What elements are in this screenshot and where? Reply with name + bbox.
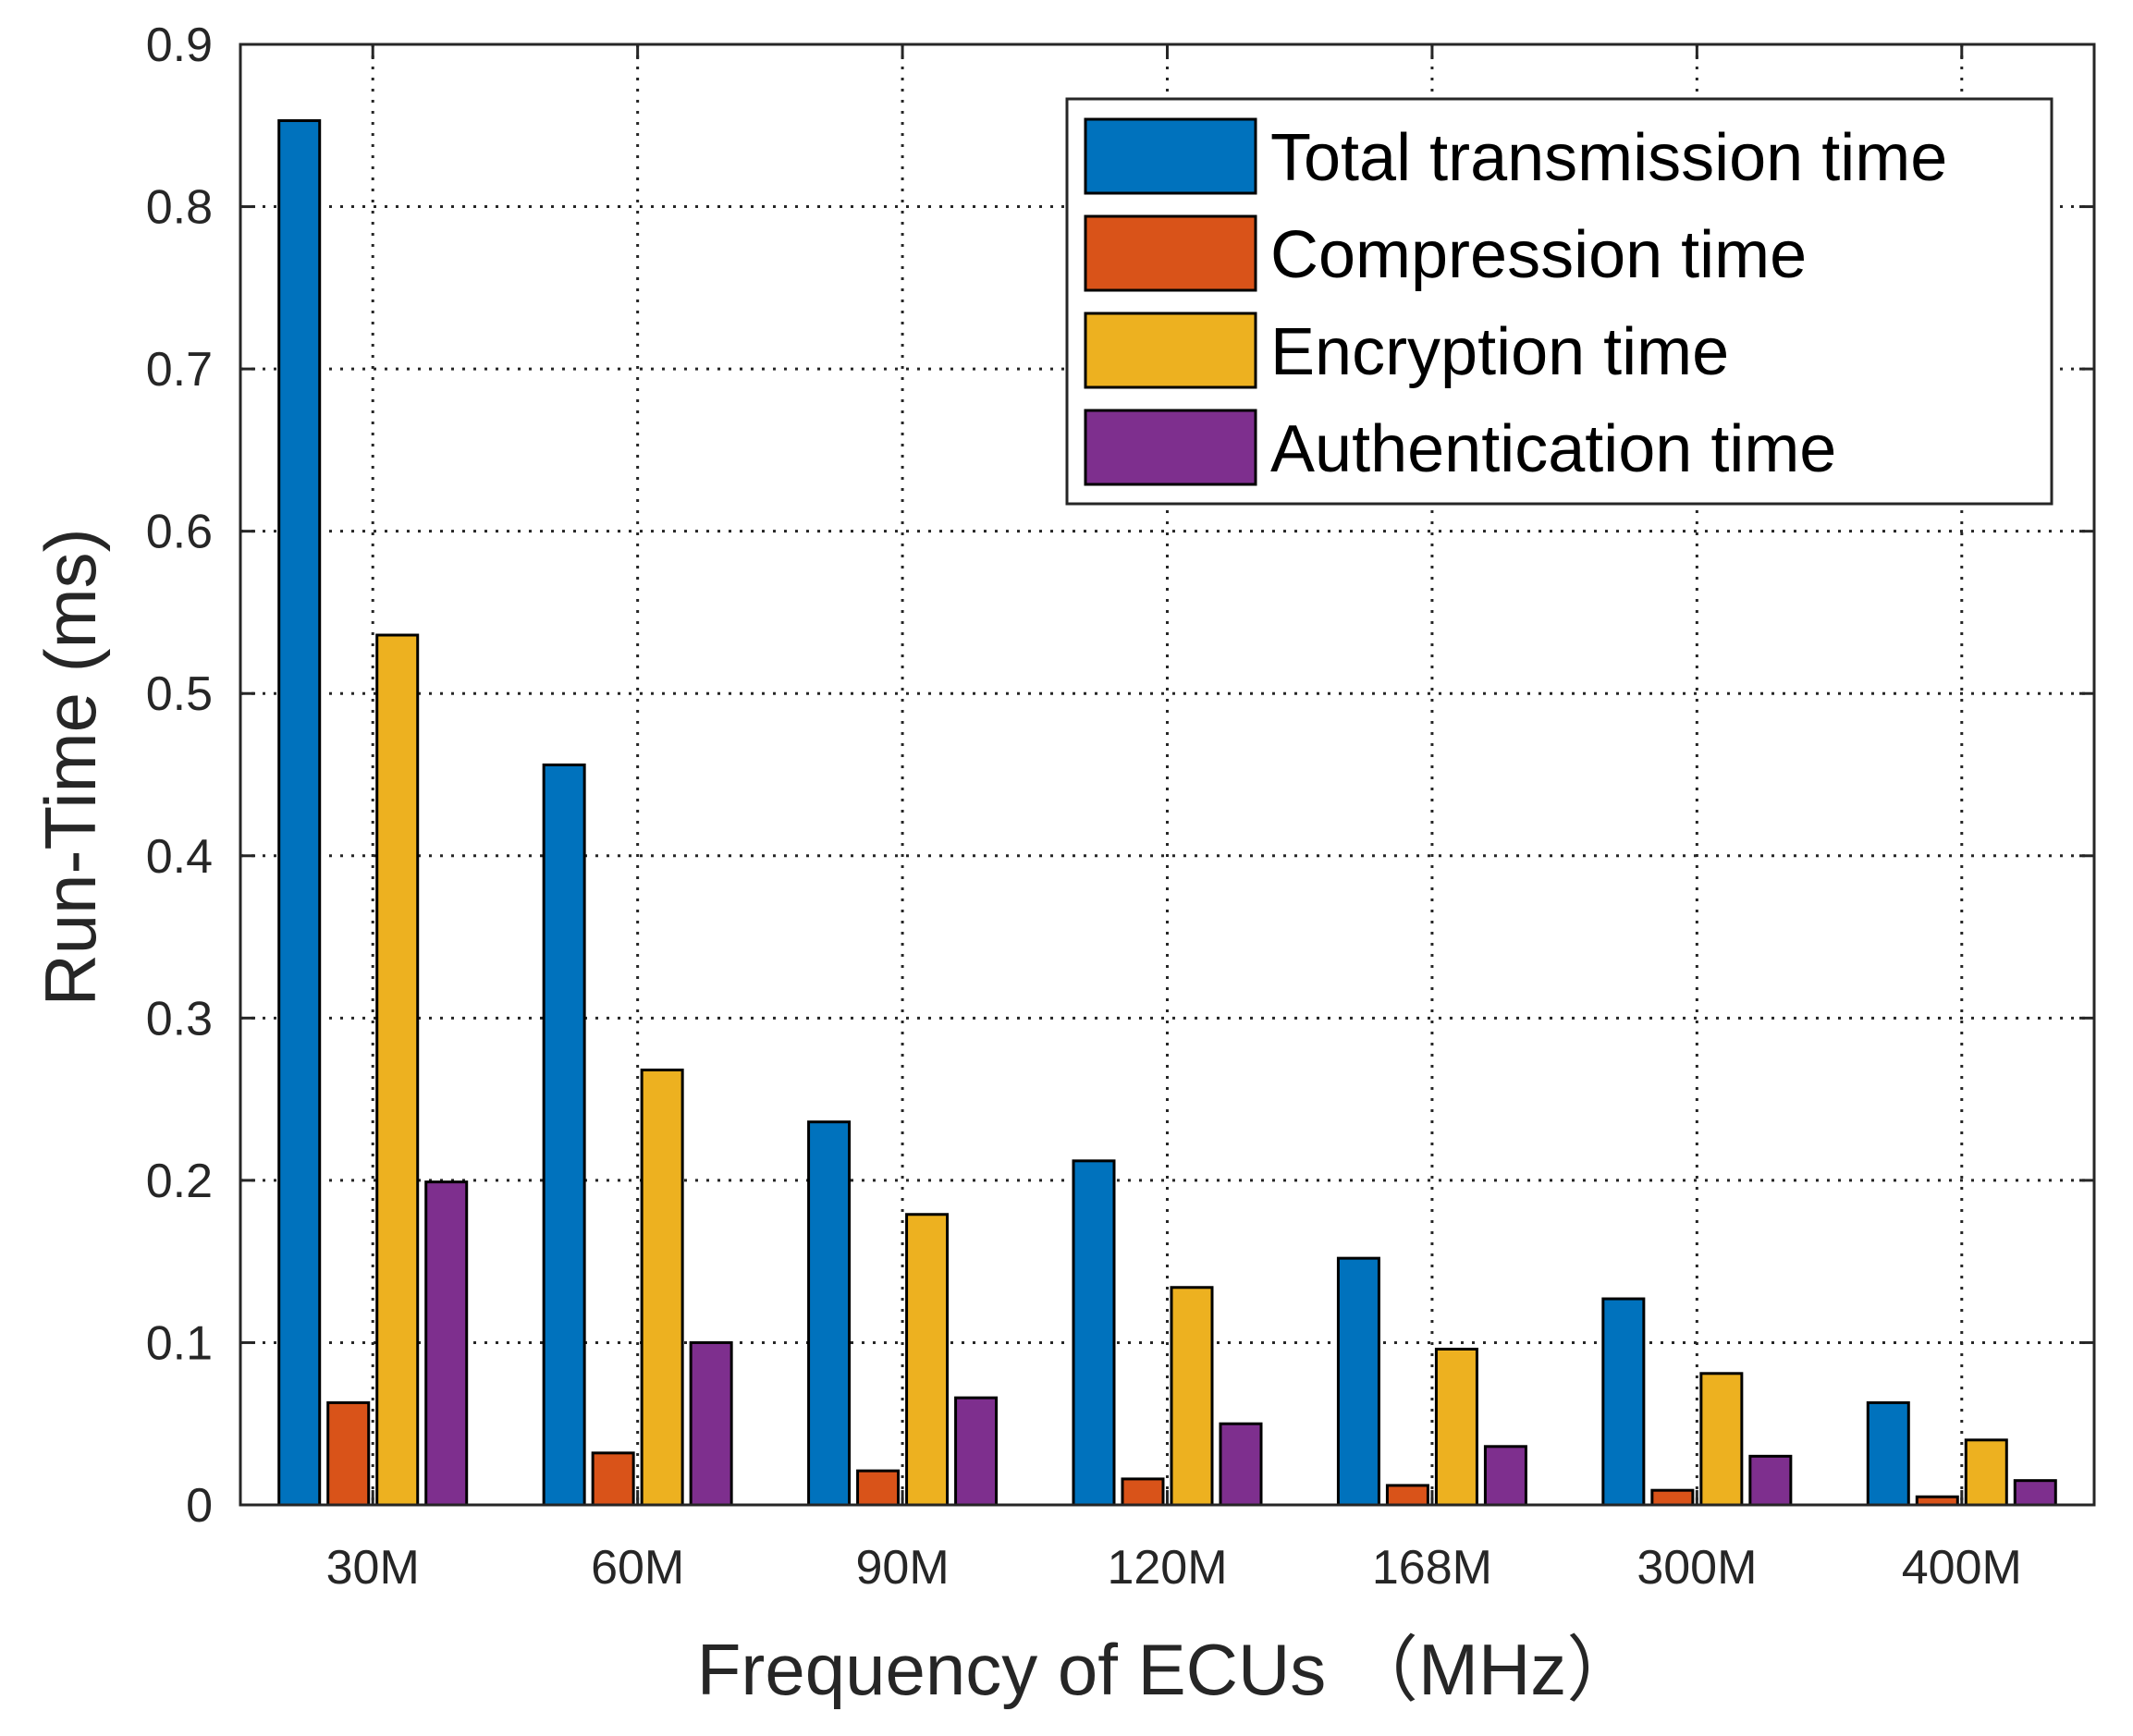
bar-compression-time-90M (856, 1469, 901, 1507)
bar-authentication-time-30M (424, 1180, 469, 1507)
bar-encryption-time-120M (1170, 1286, 1214, 1507)
y-tick-label: 0.7 (146, 343, 213, 397)
y-tick-label: 0.5 (146, 667, 213, 721)
x-tick-label: 400M (1902, 1541, 2022, 1595)
bar-authentication-time-120M (1219, 1422, 1263, 1507)
legend-label: Compression time (1270, 218, 1807, 292)
bar-compression-time-60M (591, 1451, 635, 1507)
bar-authentication-time-168M (1483, 1445, 1527, 1507)
bar-authentication-time-60M (689, 1340, 733, 1507)
bar-total-transmission-time-168M (1336, 1256, 1380, 1507)
legend-swatch (1084, 312, 1257, 389)
legend-swatch (1084, 409, 1257, 486)
y-tick-label: 0.1 (146, 1316, 213, 1370)
y-tick-label: 0.2 (146, 1155, 213, 1208)
legend-swatch (1084, 214, 1257, 292)
legend-label: Total transmission time (1270, 121, 1947, 195)
bar-compression-time-300M (1650, 1488, 1695, 1507)
x-tick-label: 90M (855, 1541, 949, 1595)
bar-total-transmission-time-90M (807, 1120, 852, 1507)
legend: Total transmission time Compression time E… (1065, 97, 2053, 506)
y-axis-title: Run-Time (ms) (30, 528, 111, 1006)
bar-authentication-time-90M (954, 1396, 999, 1507)
legend-label: Authentication time (1270, 412, 1836, 486)
y-tick-label: 0 (186, 1479, 213, 1533)
bar-encryption-time-400M (1964, 1438, 2008, 1507)
x-axis-title: Frequency of ECUs （MHz） (697, 1629, 1639, 1710)
y-axis-ticks: 0 0.1 0.2 0.3 0.4 0.5 0.6 0.7 0.8 0.9 (146, 18, 2094, 1533)
bar-authentication-time-300M (1748, 1454, 1793, 1507)
x-tick-label: 168M (1372, 1541, 1492, 1595)
y-tick-label: 0.6 (146, 506, 213, 559)
legend-label: Encryption time (1270, 315, 1729, 389)
bar-encryption-time-300M (1699, 1372, 1744, 1507)
bar-compression-time-168M (1385, 1484, 1429, 1507)
x-tick-label: 30M (326, 1541, 420, 1595)
bar-total-transmission-time-60M (542, 763, 586, 1507)
legend-swatch (1084, 117, 1257, 195)
x-tick-label: 300M (1637, 1541, 1757, 1595)
bar-compression-time-120M (1121, 1477, 1165, 1507)
bar-encryption-time-90M (905, 1213, 950, 1507)
bar-encryption-time-168M (1434, 1347, 1478, 1507)
bars (277, 119, 2057, 1507)
y-tick-label: 0.3 (146, 992, 213, 1045)
bar-total-transmission-time-120M (1072, 1159, 1116, 1507)
bar-total-transmission-time-400M (1866, 1400, 1910, 1507)
bar-total-transmission-time-30M (277, 119, 322, 1507)
x-axis-ticks: 30M 60M 90M 120M 168M 300M 400M (326, 44, 2022, 1595)
bar-encryption-time-30M (375, 633, 420, 1507)
y-tick-label: 0.4 (146, 830, 213, 884)
y-tick-label: 0.9 (146, 18, 213, 72)
bar-encryption-time-60M (640, 1069, 684, 1507)
bar-compression-time-30M (326, 1400, 371, 1507)
y-tick-label: 0.8 (146, 181, 213, 235)
x-tick-label: 60M (591, 1541, 684, 1595)
bar-total-transmission-time-300M (1601, 1297, 1646, 1507)
x-tick-label: 120M (1107, 1541, 1227, 1595)
bar-authentication-time-400M (2013, 1479, 2057, 1507)
